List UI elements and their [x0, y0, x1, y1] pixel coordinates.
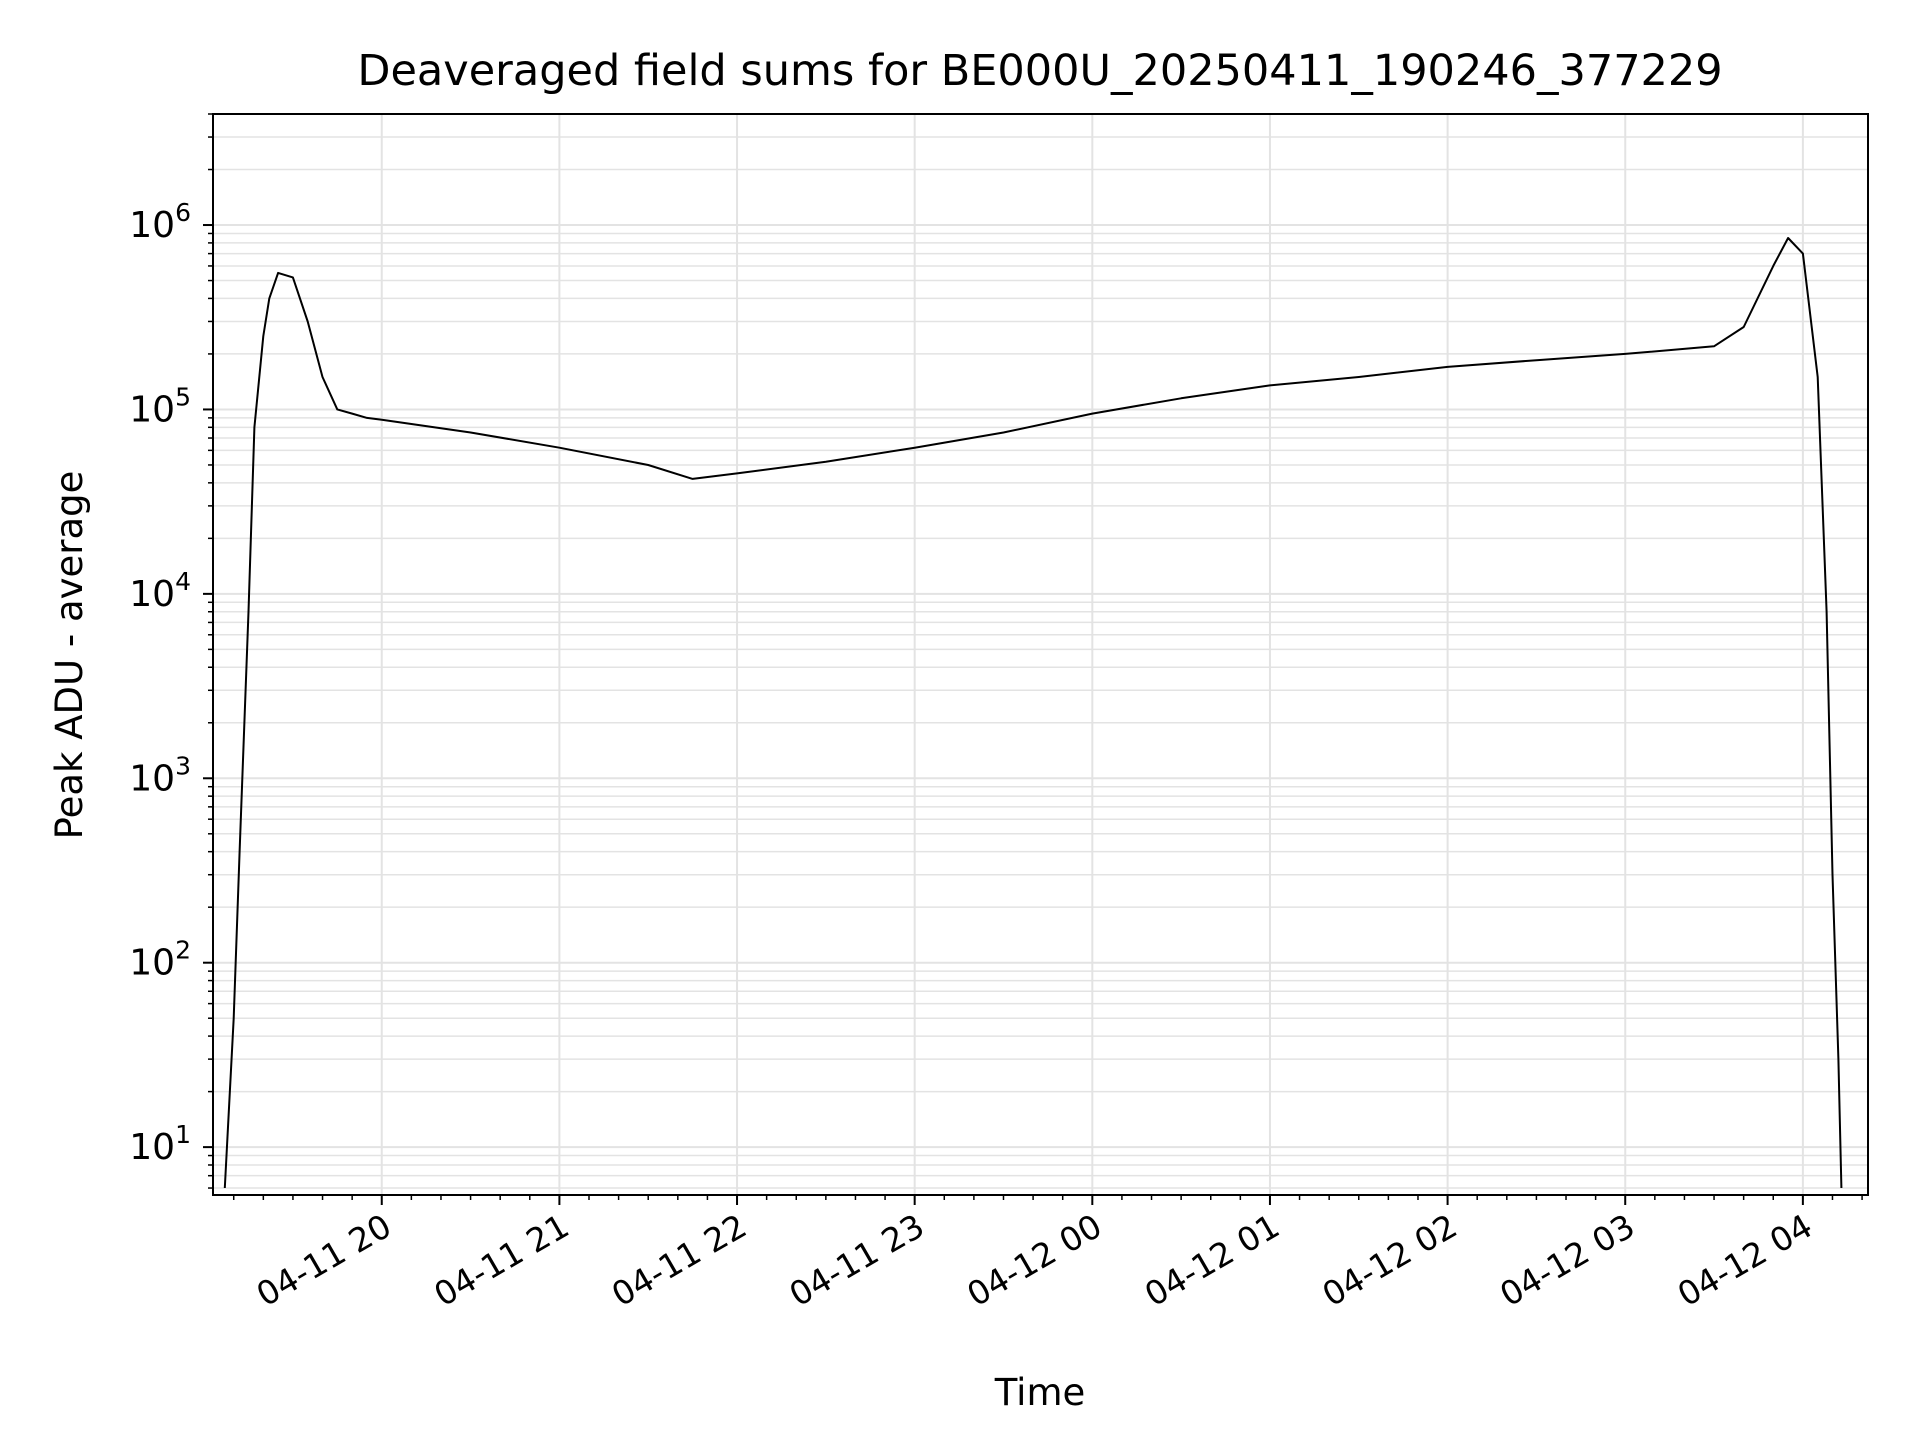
series-line [223, 237, 1843, 1189]
y-axis: 101 102 103 104 105 106 [129, 113, 213, 1189]
y-tick-label: 101 [129, 1120, 191, 1168]
y-tick-label: 105 [129, 382, 191, 430]
chart-title: Deaveraged field sums for BE000U_2025041… [357, 46, 1722, 96]
y-tick-label: 106 [129, 198, 191, 246]
y-tick-label: 102 [129, 936, 191, 984]
plot-frame [212, 113, 1869, 1196]
series-layer [223, 237, 1843, 1189]
y-axis-label: Peak ADU - average [48, 471, 91, 840]
x-axis-label: Time [994, 1371, 1086, 1414]
y-tick-label: 104 [129, 567, 191, 615]
grid [213, 113, 1868, 1195]
y-tick-label: 103 [129, 751, 191, 799]
